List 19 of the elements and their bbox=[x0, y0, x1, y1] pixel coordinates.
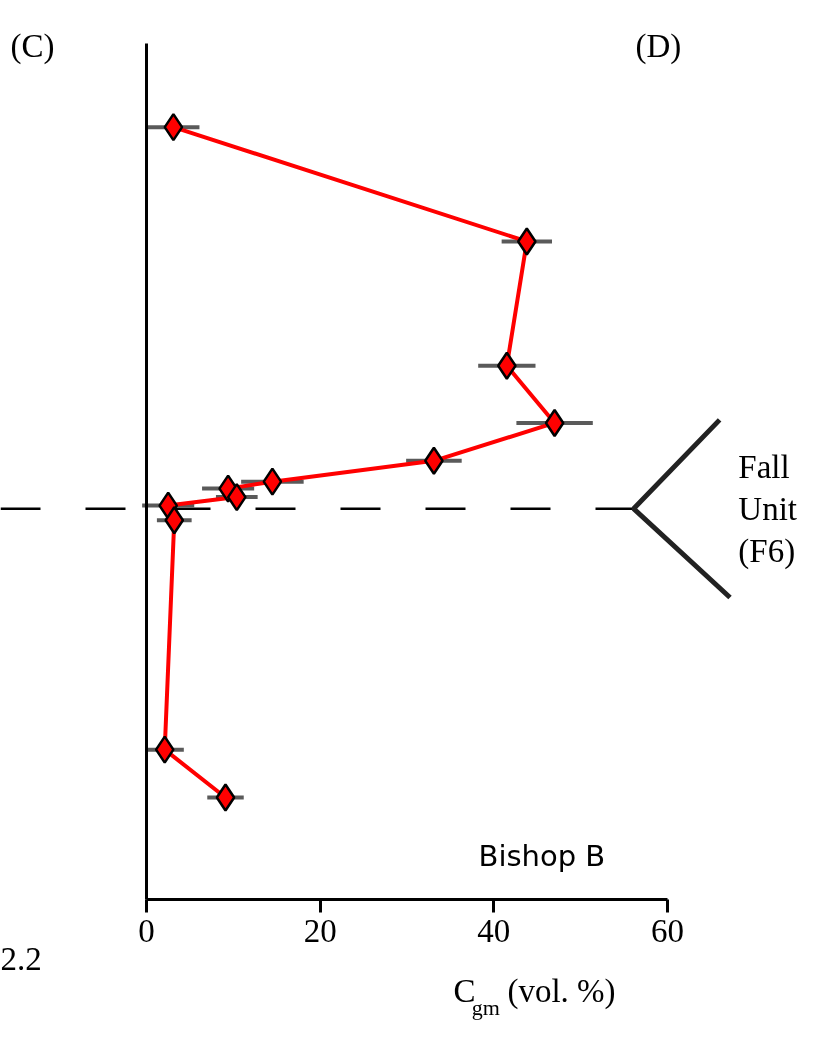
annotation: Bishop B bbox=[478, 838, 606, 873]
point bbox=[496, 351, 517, 381]
point bbox=[226, 482, 247, 512]
ref-line-label: Fall Unit (F6) bbox=[738, 448, 798, 570]
point bbox=[516, 227, 537, 256]
text: (C) bbox=[10, 27, 55, 65]
point bbox=[544, 408, 565, 438]
x-tick-label: 20 bbox=[303, 913, 337, 950]
x-tick-label: 40 bbox=[477, 913, 511, 950]
point bbox=[423, 446, 444, 476]
text: 2.2 bbox=[0, 940, 42, 977]
text: (D) bbox=[635, 27, 682, 65]
point bbox=[262, 467, 283, 496]
x-tick-label: 0 bbox=[138, 913, 155, 950]
point bbox=[154, 735, 175, 764]
point bbox=[164, 506, 185, 535]
x-tick-label: 60 bbox=[650, 913, 684, 950]
point bbox=[163, 112, 184, 142]
point bbox=[215, 783, 236, 812]
